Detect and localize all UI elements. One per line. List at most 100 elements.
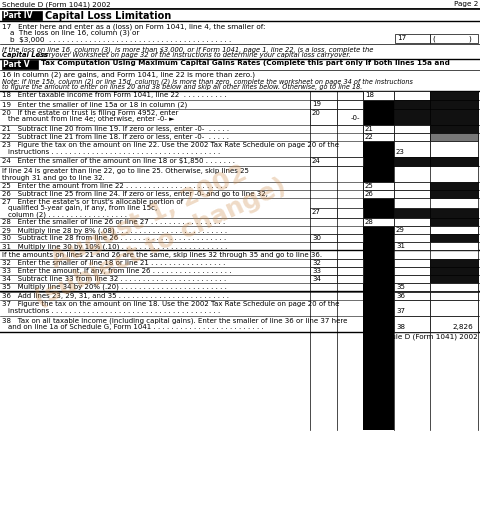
Text: to figure the amount to enter on lines 20 and 38 below and skip all other lines : to figure the amount to enter on lines 2…	[2, 84, 362, 90]
Bar	[394, 182, 430, 190]
Bar	[363, 91, 394, 100]
Text: Carryover Worksheet on page 32 of the instructions to determine your capital los: Carryover Worksheet on page 32 of the in…	[37, 52, 350, 58]
Text: 27   Enter the estate's or trust's allocable portion of: 27 Enter the estate's or trust's allocab…	[2, 199, 183, 205]
Bar	[430, 242, 478, 250]
Text: 19   Enter the smaller of line 15a or 18 in column (2): 19 Enter the smaller of line 15a or 18 i…	[2, 101, 187, 107]
Bar	[394, 275, 430, 283]
Text: 26: 26	[365, 191, 374, 197]
Text: 16 in column (2) are gains, and Form 1041, line 22 is more than zero.): 16 in column (2) are gains, and Form 104…	[2, 71, 255, 78]
Text: through 31 and go to line 32.: through 31 and go to line 32.	[2, 175, 105, 181]
Text: Part IV: Part IV	[3, 11, 33, 20]
Bar	[310, 234, 337, 242]
Text: 18   Enter taxable income from Form 1041, line 22  . . . . . . . . . .: 18 Enter taxable income from Form 1041, …	[2, 92, 227, 98]
Text: If the loss on line 16, column (3), is more than $3,000, or if Form 1041, page 1: If the loss on line 16, column (3), is m…	[2, 46, 373, 52]
Bar	[430, 133, 478, 141]
Text: 35: 35	[396, 284, 405, 290]
Text: 31: 31	[396, 243, 405, 249]
Text: 38: 38	[396, 324, 405, 330]
Bar	[430, 91, 478, 100]
Bar	[363, 218, 394, 226]
Text: 22: 22	[365, 134, 374, 140]
Bar	[430, 259, 478, 267]
Text: 32: 32	[312, 260, 321, 266]
Bar	[310, 208, 337, 218]
Text: qualified 5-year gain, if any, from line 15c,: qualified 5-year gain, if any, from line…	[8, 205, 157, 211]
Bar	[394, 226, 430, 234]
Text: 29   Multiply line 28 by 8% (.08) . . . . . . . . . . . . . . . . . . . . . . . : 29 Multiply line 28 by 8% (.08) . . . . …	[2, 227, 227, 234]
Text: 27: 27	[312, 209, 321, 215]
Bar	[310, 109, 337, 125]
Text: Part V: Part V	[3, 60, 30, 69]
Text: Page 2: Page 2	[454, 1, 478, 7]
Bar	[430, 109, 478, 125]
Bar	[430, 157, 478, 166]
Text: Schedule D (Form 1041) 2002: Schedule D (Form 1041) 2002	[2, 1, 111, 7]
Text: 23: 23	[396, 149, 405, 155]
Bar	[363, 125, 394, 133]
Bar	[430, 292, 478, 300]
Text: 34   Subtract line 33 from line 32 . . . . . . . . . . . . . . . . . . . . . . .: 34 Subtract line 33 from line 32 . . . .…	[2, 276, 226, 282]
Text: a  The loss on line 16, column (3) or: a The loss on line 16, column (3) or	[10, 30, 139, 37]
Text: and on line 1a of Schedule G, Form 1041 . . . . . . . . . . . . . . . . . . . . : and on line 1a of Schedule G, Form 1041 …	[8, 324, 264, 330]
Text: 20: 20	[312, 110, 321, 116]
Text: the amount from line 4e; otherwise, enter -0- ►: the amount from line 4e; otherwise, ente…	[8, 116, 175, 122]
Text: 38   Tax on all taxable income (including capital gains). Enter the smaller of l: 38 Tax on all taxable income (including …	[2, 317, 348, 323]
Text: -0-: -0-	[351, 115, 360, 121]
Bar	[310, 100, 337, 109]
Text: 19: 19	[312, 101, 321, 107]
Bar	[337, 267, 363, 275]
Text: Capital Loss: Capital Loss	[2, 52, 48, 58]
Text: 17: 17	[397, 35, 406, 41]
Bar	[430, 34, 478, 43]
Text: 28: 28	[365, 219, 374, 225]
Bar	[430, 267, 478, 275]
Text: 31   Multiply line 30 by 10% (.10) . . . . . . . . . . . . . . . . . . . . . . .: 31 Multiply line 30 by 10% (.10) . . . .…	[2, 243, 228, 249]
Text: 28   Enter the smaller of line 26 or line 27 . . . . . . . . . . . . . . . . .: 28 Enter the smaller of line 26 or line …	[2, 219, 225, 225]
Bar	[394, 267, 430, 275]
Text: 24: 24	[312, 158, 321, 164]
Text: 20   If the estate or trust is filing Form 4952, enter: 20 If the estate or trust is filing Form…	[2, 110, 179, 116]
Bar	[337, 259, 363, 267]
Bar	[430, 283, 478, 291]
Bar	[394, 100, 430, 109]
Bar	[394, 283, 430, 291]
Bar	[337, 100, 363, 109]
Bar	[430, 234, 478, 242]
Text: 34: 34	[312, 276, 321, 282]
Bar	[394, 91, 430, 100]
Bar	[394, 190, 430, 198]
Bar	[430, 226, 478, 234]
Bar	[363, 91, 394, 430]
Text: 36: 36	[396, 293, 405, 299]
Bar	[430, 182, 478, 190]
Bar	[394, 242, 430, 250]
Bar	[394, 300, 430, 316]
Bar	[430, 208, 478, 218]
Text: 30   Subtract line 28 from line 26 . . . . . . . . . . . . . . . . . . . . . . .: 30 Subtract line 28 from line 26 . . . .…	[2, 235, 226, 241]
Bar	[430, 141, 478, 157]
Bar	[394, 125, 430, 133]
Bar	[430, 100, 478, 109]
Text: column (2) . . . . . . . . . . . . . . . . . .: column (2) . . . . . . . . . . . . . . .…	[8, 211, 127, 217]
Bar	[337, 234, 363, 242]
Text: Note: If line 15b, column (2) or line 15d, column (2) is more than zero, complet: Note: If line 15b, column (2) or line 15…	[2, 78, 413, 84]
Text: 33: 33	[312, 268, 321, 274]
Bar	[430, 316, 478, 332]
Text: August 1, 2002
(subject to change): August 1, 2002 (subject to change)	[19, 148, 290, 312]
Bar	[394, 141, 430, 157]
Bar	[394, 292, 430, 300]
Text: If line 24 is greater than line 22, go to line 25. Otherwise, skip lines 25: If line 24 is greater than line 22, go t…	[2, 168, 249, 174]
Bar	[363, 133, 394, 141]
Text: 36   Add lines 23, 29, 31, and 35 . . . . . . . . . . . . . . . . . . . . . . . : 36 Add lines 23, 29, 31, and 35 . . . . …	[2, 293, 229, 299]
Text: If the amounts on lines 21 and 26 are the same, skip lines 32 through 35 and go : If the amounts on lines 21 and 26 are th…	[2, 252, 322, 258]
Bar	[337, 208, 363, 218]
Text: 33   Enter the amount, if any, from line 26 . . . . . . . . . . . . . . . . . .: 33 Enter the amount, if any, from line 2…	[2, 268, 231, 274]
Text: 23   Figure the tax on the amount on line 22. Use the 2002 Tax Rate Schedule on : 23 Figure the tax on the amount on line …	[2, 142, 339, 148]
Bar	[394, 316, 430, 332]
Bar	[310, 157, 337, 166]
Bar	[310, 259, 337, 267]
Text: instructions . . . . . . . . . . . . . . . . . . . . . . . . . . . . . . . . . .: instructions . . . . . . . . . . . . . .…	[8, 308, 220, 314]
Text: 35   Multiply line 34 by 20% (.20) . . . . . . . . . . . . . . . . . . . . . . .: 35 Multiply line 34 by 20% (.20) . . . .…	[2, 284, 227, 290]
Bar	[394, 109, 430, 125]
Bar	[363, 190, 394, 198]
